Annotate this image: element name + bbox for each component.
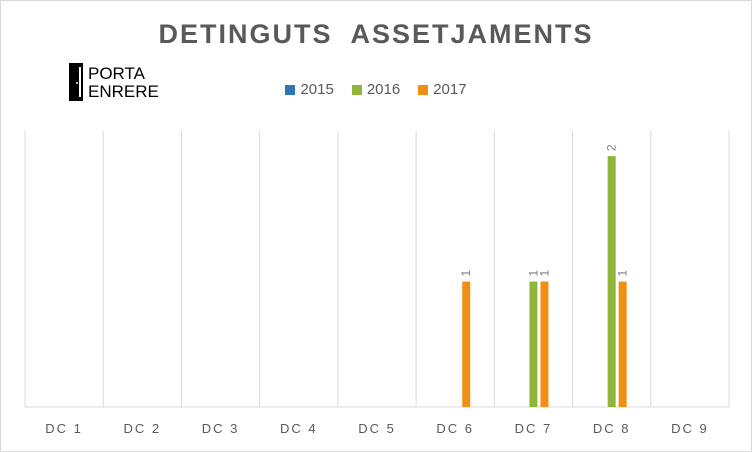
x-tick-label: DC 4: [280, 421, 318, 436]
bar-2017-DC8: [618, 281, 627, 407]
door-icon: [69, 63, 83, 101]
x-tick-label: DC 5: [358, 421, 396, 436]
x-tick-label: DC 2: [124, 421, 162, 436]
legend-label-2015: 2015: [300, 81, 334, 98]
porta-enrere-logo: PORTA ENRERE: [65, 61, 165, 103]
legend-swatch-2016: [351, 84, 362, 95]
x-tick-label: DC 8: [593, 421, 631, 436]
legend-label-2016: 2016: [366, 81, 401, 98]
x-tick-label: DC 7: [515, 421, 553, 436]
legend-item-2015: 2015: [285, 81, 334, 98]
x-tick-label: DC 3: [202, 421, 240, 436]
data-label: 2: [605, 144, 619, 151]
chart-legend: 2015 2016 2017: [1, 81, 751, 98]
legend-item-2016: 2016: [351, 81, 401, 98]
x-tick-label: DC 6: [436, 421, 474, 436]
logo-text-line2: ENRERE: [88, 82, 159, 101]
legend-swatch-2017: [418, 84, 429, 95]
data-label: 1: [616, 270, 630, 277]
x-tick-label: DC 1: [45, 421, 83, 436]
data-label: 1: [459, 270, 473, 277]
logo-text-line1: PORTA: [88, 64, 146, 83]
chart-title: DETINGUTS ASSETJAMENTS: [158, 19, 594, 49]
legend-swatch-2015: [285, 84, 296, 95]
data-label: 1: [537, 270, 551, 277]
legend-label-2017: 2017: [433, 81, 467, 98]
bar-2017-DC6: [462, 281, 471, 407]
bar-2016-DC7: [529, 281, 538, 407]
x-tick-label: DC 9: [671, 421, 709, 436]
legend-item-2017: 2017: [418, 81, 467, 98]
bar-2016-DC8: [607, 156, 616, 407]
data-label: 1: [526, 270, 540, 277]
bar-2017-DC7: [540, 281, 549, 407]
